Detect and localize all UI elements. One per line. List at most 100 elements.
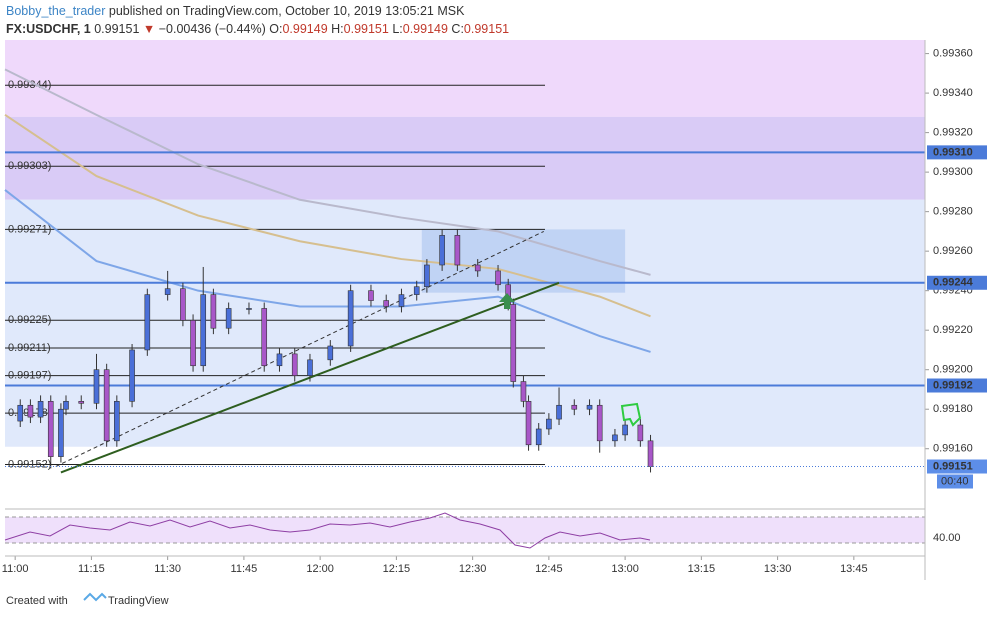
rsi-line (4, 512, 651, 549)
y-tick-label: 0.99280 (933, 206, 973, 218)
x-tick-label: 13:15 (688, 563, 716, 575)
level-label: 0.99197) (8, 370, 51, 382)
candle-body (474, 264, 481, 272)
candle-body (368, 290, 374, 301)
arrow: ▼ (143, 22, 155, 36)
y-tick-label: 0.99260 (933, 245, 973, 257)
candle-body (637, 424, 644, 442)
y-tick-label: 0.99320 (933, 127, 973, 139)
change: −0.00436 (−0.44%) (159, 22, 266, 36)
candle-body (58, 408, 64, 457)
candle-body (424, 264, 430, 288)
price-tag-label: 0.99244 (933, 277, 974, 289)
candle-body (520, 381, 527, 402)
l-label: L: (392, 22, 402, 36)
candle-body (398, 294, 405, 307)
l: 0.99149 (403, 22, 448, 36)
candle-body (164, 288, 171, 295)
candle-body (327, 345, 334, 361)
price-tag (927, 145, 987, 160)
candle-body (17, 404, 24, 422)
moving-average (4, 68, 651, 276)
x-tick-label: 13:45 (840, 563, 868, 575)
candle-body (307, 359, 313, 376)
candle-body (495, 270, 501, 286)
candle-body (246, 308, 252, 310)
candle-body (180, 288, 186, 321)
level-label: 0.99211) (8, 342, 51, 354)
y-tick-label: 0.99200 (933, 364, 973, 376)
x-tick-label: 11:00 (2, 563, 29, 575)
o: 0.99149 (282, 22, 327, 36)
last-price-label: 0.99151 (933, 460, 973, 472)
header-line: Bobby_the_trader published on TradingVie… (6, 4, 465, 18)
o-label: O: (269, 22, 282, 36)
footer-brand: TradingView (108, 595, 169, 607)
candle-body (525, 401, 532, 446)
trendline (55, 230, 545, 467)
y-tick-label: 0.99180 (933, 403, 973, 415)
x-tick-label: 11:15 (78, 563, 105, 575)
candle-body (225, 308, 232, 329)
candle-body (47, 401, 54, 457)
x-tick-label: 12:00 (306, 563, 334, 575)
y-tick-label: 0.99160 (933, 443, 973, 455)
x-tick-label: 12:15 (383, 563, 411, 575)
candle-body (129, 349, 135, 402)
moving-average (4, 114, 651, 318)
candle-body (103, 369, 110, 442)
c: 0.99151 (464, 22, 509, 36)
candle-body (647, 440, 654, 467)
candle-body (413, 286, 420, 295)
x-tick-label: 12:30 (459, 563, 487, 575)
level-label: 0.99152) (8, 458, 51, 470)
candle-body (383, 300, 390, 307)
candle-body (612, 434, 618, 442)
candle-body (200, 294, 207, 367)
candle-body (261, 308, 268, 367)
level-label: 0.99271) (8, 223, 51, 235)
candle-body (510, 304, 517, 382)
zone (5, 40, 925, 117)
author: Bobby_the_trader (6, 4, 105, 18)
candle-body (347, 290, 354, 347)
h: 0.99151 (344, 22, 389, 36)
candle-body (535, 428, 542, 446)
x-tick-label: 11:30 (154, 563, 181, 575)
rsi-label: 40.00 (933, 532, 961, 544)
arrow-icon (499, 293, 515, 309)
candle-body (454, 235, 461, 266)
y-tick-label: 0.99220 (933, 324, 973, 336)
price-tag (927, 378, 987, 393)
candle-body (291, 353, 298, 376)
candle-body (210, 294, 217, 329)
candle-body (78, 401, 85, 404)
x-tick-label: 12:45 (535, 563, 563, 575)
candle-body (276, 353, 283, 367)
candle-body (586, 404, 593, 410)
candle-body (114, 401, 120, 442)
candle-body (27, 404, 34, 418)
candle-body (596, 404, 603, 442)
candle-body (93, 369, 100, 404)
x-tick-label: 13:30 (764, 563, 792, 575)
x-tick-label: 11:45 (231, 563, 258, 575)
candle-body (556, 404, 562, 420)
ohlc-line: FX:USDCHF, 1 0.99151 ▼ −0.00436 (−0.44%)… (6, 22, 509, 36)
candle-body (546, 418, 552, 430)
candle-body (622, 424, 628, 436)
x-tick-label: 13:00 (611, 563, 639, 575)
candle-body (439, 235, 445, 266)
price-tag-label: 0.99192 (933, 379, 973, 391)
candle-body (190, 320, 196, 367)
candle-body (37, 401, 44, 418)
symbol: FX:USDCHF, 1 (6, 22, 91, 36)
y-tick-label: 0.99360 (933, 47, 973, 59)
candle-body (63, 401, 69, 410)
footer-created: Created with (6, 595, 68, 607)
countdown-label: 00:40 (941, 475, 969, 487)
zone (5, 116, 925, 200)
plot: 0.99360 0.99340 0.99320 0.99300 0.99280 0.992… (2, 40, 987, 575)
candle-body (571, 404, 578, 410)
